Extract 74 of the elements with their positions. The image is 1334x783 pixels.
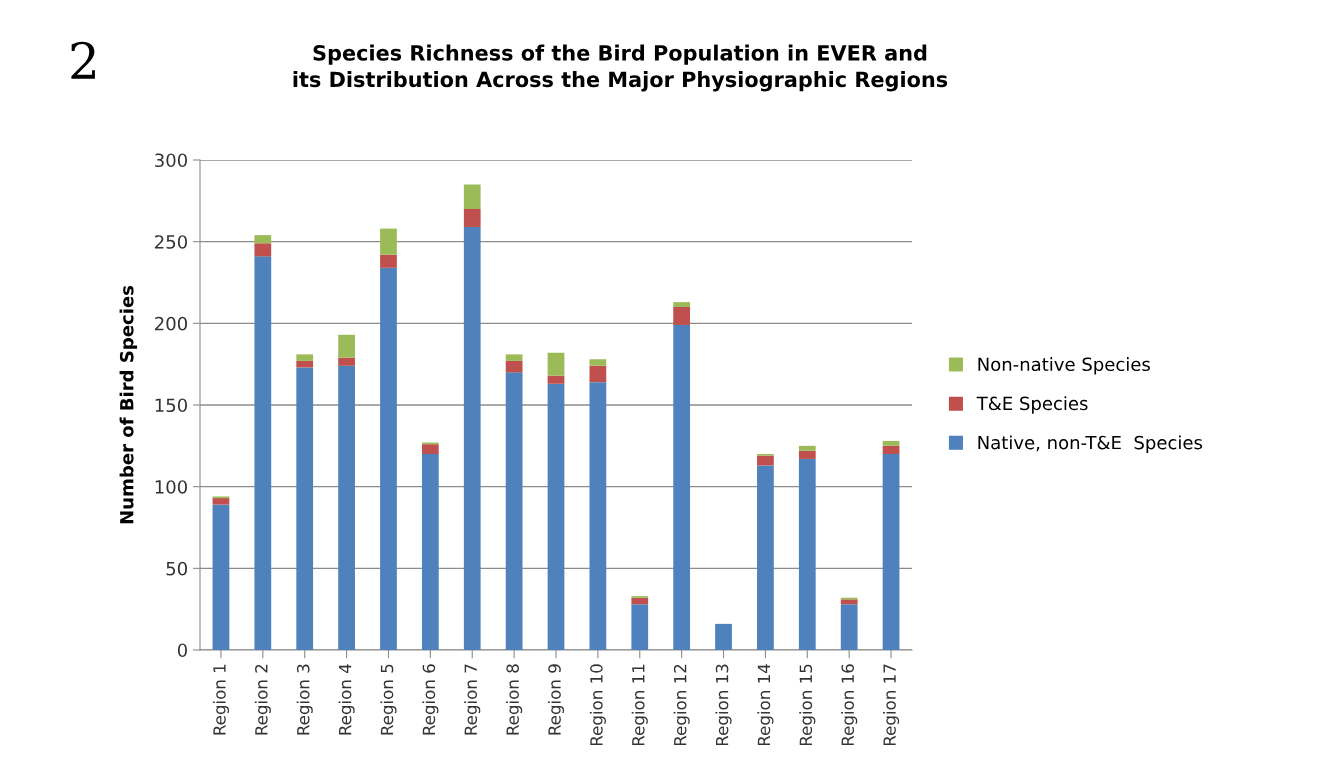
bar	[547, 383, 565, 650]
x-tick-label: Region 13	[715, 664, 732, 746]
y-tick-label: 250	[155, 235, 187, 249]
bar	[254, 235, 272, 244]
bar	[589, 365, 607, 383]
bar	[338, 334, 355, 358]
chart-title: Species Richness of the Bird Population in EVER and its Distribution Across the Major Physiographic Regions	[293, 44, 948, 92]
x-tick-label: Region 10	[589, 664, 606, 746]
bar	[798, 445, 816, 451]
bar	[757, 455, 774, 466]
bar	[631, 597, 649, 605]
bar	[254, 243, 272, 257]
y-axis-title: Number of Bird Species	[119, 285, 138, 524]
bar	[463, 226, 481, 650]
legend-label: Native, non-T&E Species	[978, 435, 1203, 453]
bar	[505, 354, 523, 361]
x-tick-label: Region 3	[296, 664, 313, 735]
x-tick-label: Region 4	[338, 664, 355, 735]
bar	[421, 454, 439, 650]
bar	[715, 623, 732, 650]
bar	[673, 324, 691, 650]
bar	[380, 267, 397, 650]
x-tick-label: Region 12	[673, 664, 690, 746]
bar	[547, 352, 565, 376]
bar	[338, 357, 355, 366]
bar	[673, 302, 691, 307]
bar	[589, 382, 607, 650]
bar	[673, 307, 691, 325]
bar	[798, 450, 816, 459]
bar	[882, 440, 900, 446]
text: 2	[71, 41, 95, 79]
x-tick-label: Region 17	[882, 664, 900, 746]
bar	[212, 504, 230, 650]
bar	[589, 359, 607, 366]
y-tick-label: 50	[166, 561, 187, 576]
bar	[463, 209, 481, 227]
x-tick-label: Region 9	[547, 664, 565, 735]
bar	[757, 465, 774, 650]
bar	[296, 360, 314, 368]
bar	[505, 372, 523, 650]
y-tick-label: 100	[155, 480, 187, 494]
x-tick-label: Region 14	[757, 664, 774, 746]
bar	[840, 604, 858, 650]
bar	[631, 604, 649, 650]
x-tick-label: Region 15	[799, 664, 816, 746]
y-tick-label: 300	[155, 153, 187, 168]
bar	[296, 354, 314, 361]
bar	[882, 454, 900, 650]
bar	[463, 184, 481, 209]
bar	[840, 599, 858, 605]
bar	[380, 254, 397, 268]
x-tick-label: Region 6	[422, 664, 439, 735]
x-tick-label: Region 8	[506, 664, 523, 735]
x-tick-label: Region 11	[631, 664, 648, 746]
legend-label: T&E Species	[976, 396, 1088, 414]
y-tick-label: 200	[155, 316, 187, 331]
bar	[338, 365, 355, 650]
bar	[882, 445, 900, 454]
bar	[505, 360, 523, 373]
x-tick-label: Region 5	[380, 664, 397, 735]
y-tick-label: 150	[155, 398, 187, 413]
x-tick-label: Region 1	[212, 664, 230, 735]
bar	[296, 367, 314, 650]
legend-label: Non-native Species	[978, 357, 1150, 375]
x-tick-label: Region 16	[841, 664, 858, 746]
bar	[547, 375, 565, 384]
x-tick-label: Region 7	[464, 664, 481, 735]
y-tick-label: 0	[177, 643, 187, 658]
bar	[254, 256, 272, 650]
bar	[212, 498, 230, 505]
bar	[798, 458, 816, 650]
bar	[380, 228, 397, 255]
bar	[421, 444, 439, 454]
x-tick-label: Region 2	[254, 664, 271, 735]
